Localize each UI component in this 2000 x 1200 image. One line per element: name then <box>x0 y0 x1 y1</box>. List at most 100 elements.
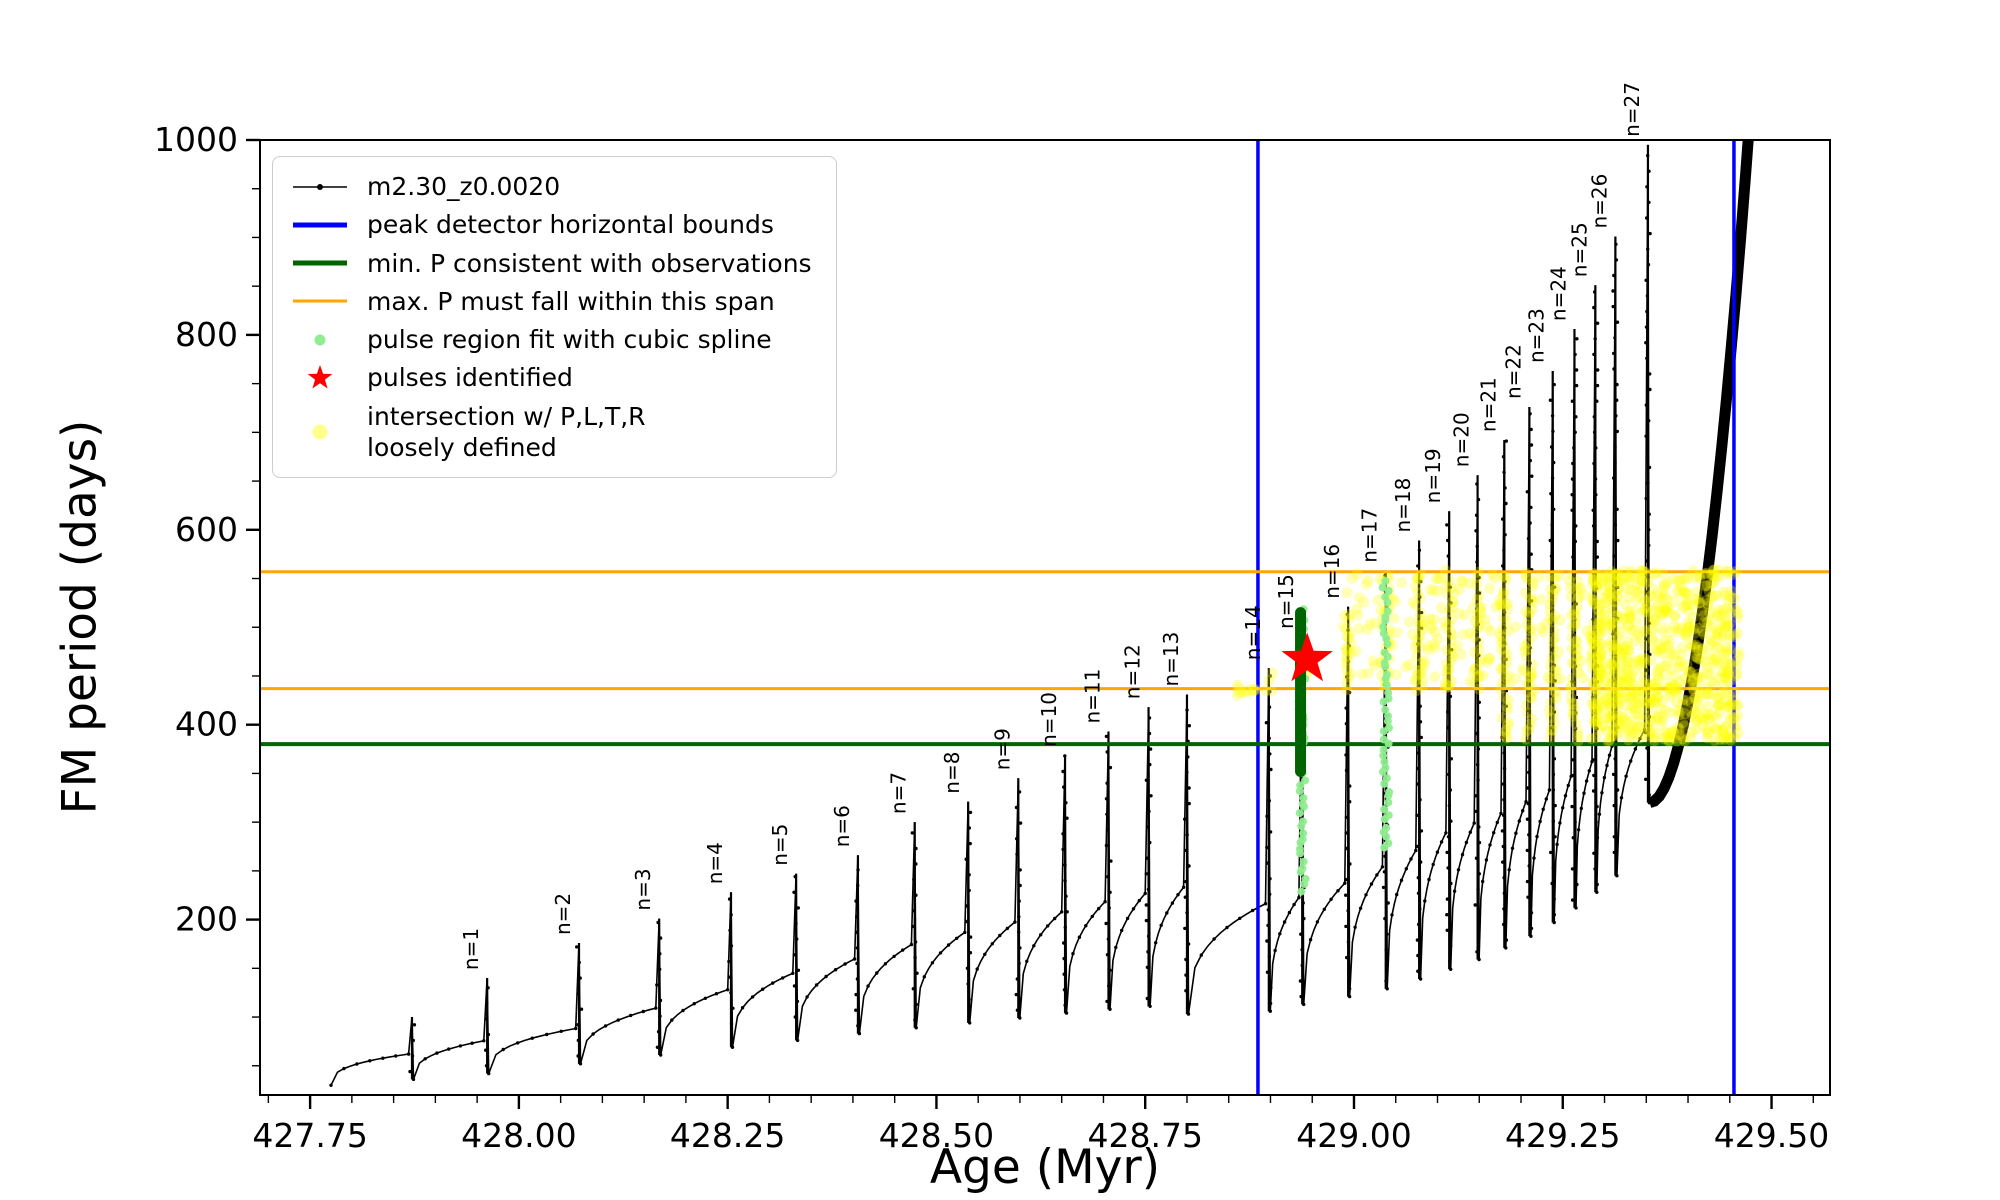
yellow-dot <box>1684 618 1696 630</box>
yellow-dot <box>1606 698 1618 710</box>
yellow-dot <box>1608 723 1620 735</box>
yellow-dot <box>1717 725 1729 737</box>
spike-dot <box>1106 875 1110 879</box>
spike-dot <box>1592 305 1596 310</box>
yellow-dot <box>1624 730 1636 742</box>
yellow-dot <box>1340 623 1352 635</box>
spike-dot <box>1344 768 1349 773</box>
spike-dot <box>1476 622 1481 626</box>
yellow-dot <box>1680 593 1692 605</box>
yellow-dot <box>1524 718 1536 730</box>
yellow-dot <box>1590 720 1602 731</box>
yellow-dot <box>1567 710 1579 722</box>
spike-dot <box>1347 971 1351 975</box>
yellow-dot <box>1520 733 1532 745</box>
spike-dot <box>1644 637 1648 641</box>
spike-dot <box>1525 786 1530 790</box>
yellow-dot <box>1604 711 1616 723</box>
curve-marker-dot <box>1444 831 1448 835</box>
yellow-dot <box>1467 602 1479 614</box>
yellow-dot <box>1540 618 1552 630</box>
min-p-line-swatch <box>293 260 347 266</box>
yellow-dot <box>1664 686 1676 698</box>
yellow-dot <box>1410 599 1422 611</box>
yellow-dot <box>1594 646 1606 658</box>
axes-spines <box>259 139 1831 1096</box>
curve-marker-dot <box>1510 846 1515 850</box>
spike-dot <box>1647 200 1651 205</box>
spike-dot <box>968 951 973 955</box>
yellow-dot <box>1683 667 1694 679</box>
curve-marker-dot <box>1250 908 1255 913</box>
yellow-dot <box>1606 639 1618 651</box>
yellow-dot <box>1665 682 1676 694</box>
yellow-dot <box>1411 636 1422 647</box>
spike-dot <box>1550 632 1554 636</box>
yellow-dot <box>1613 576 1625 588</box>
spline-dot <box>1299 794 1308 803</box>
yellow-dot <box>1594 619 1606 631</box>
spike-dot <box>1526 739 1531 743</box>
yellow-dot <box>1655 647 1667 659</box>
yellow-dot <box>1526 666 1538 678</box>
yellow-dot <box>1543 705 1555 717</box>
spike-dot <box>1266 908 1271 912</box>
yellow-dot <box>1685 666 1697 678</box>
yellow-dot <box>1498 691 1510 703</box>
yellow-dot <box>1592 642 1604 653</box>
yellow-dot <box>1413 633 1425 645</box>
spike-dot <box>1446 710 1450 714</box>
spike-dot <box>1384 948 1388 952</box>
yellow-dot <box>1500 571 1511 583</box>
yellow-dot <box>1713 699 1725 711</box>
yellow-dot <box>1520 587 1532 599</box>
yellow-dot <box>1733 650 1745 662</box>
yellow-dot <box>1703 713 1715 725</box>
yellow-dot <box>1474 602 1486 614</box>
spike-dot <box>795 937 799 941</box>
yellow-dot <box>1419 615 1431 627</box>
yellow-dot <box>1639 653 1651 665</box>
yellow-dot <box>1553 646 1564 657</box>
yellow-dot <box>1610 610 1622 622</box>
yellow-dot <box>1584 630 1596 642</box>
yellow-dot <box>1522 644 1534 655</box>
yellow-dot <box>1500 598 1511 610</box>
yellow-dot <box>1501 701 1513 713</box>
yellow-dot <box>1629 604 1641 616</box>
yellow-dot <box>1495 637 1507 649</box>
yellow-dot <box>1340 642 1352 654</box>
curve-marker-dot <box>603 1024 608 1028</box>
yellow-dot <box>1497 676 1509 688</box>
spike-dot <box>1416 891 1421 895</box>
yellow-dot <box>1698 610 1710 622</box>
spike-dot <box>656 920 660 925</box>
spike-dot <box>1108 968 1112 972</box>
spike-dot <box>1529 552 1533 556</box>
yellow-dot <box>1676 648 1688 660</box>
yellow-dot <box>1625 691 1637 703</box>
spike-dot <box>1301 901 1305 905</box>
curve-marker-dot <box>1170 901 1175 905</box>
spike-dot <box>1553 835 1557 839</box>
yellow-dot <box>1593 618 1605 630</box>
spike-dot <box>1574 383 1579 388</box>
curve-marker-dot <box>1358 906 1363 910</box>
curve-marker-dot <box>1544 797 1549 801</box>
yellow-dot <box>1593 705 1605 717</box>
yellow-dot <box>1673 723 1685 735</box>
yellow-dot <box>1591 713 1603 725</box>
yellow-dot <box>1628 625 1640 637</box>
spike-dot <box>1186 739 1190 743</box>
yellow-dot <box>1586 624 1598 636</box>
yellow-dot <box>1707 570 1719 582</box>
yellow-dot <box>1674 585 1686 597</box>
yellow-dot <box>1658 622 1670 634</box>
yellow-dot <box>1569 604 1580 616</box>
spike-dot <box>1268 877 1272 881</box>
spike-dot <box>1612 663 1617 667</box>
pulse-label-n6: n=6 <box>830 805 854 847</box>
yellow-dot <box>1636 583 1648 595</box>
yellow-dot <box>1727 568 1739 580</box>
yellow-dot <box>1636 565 1648 577</box>
